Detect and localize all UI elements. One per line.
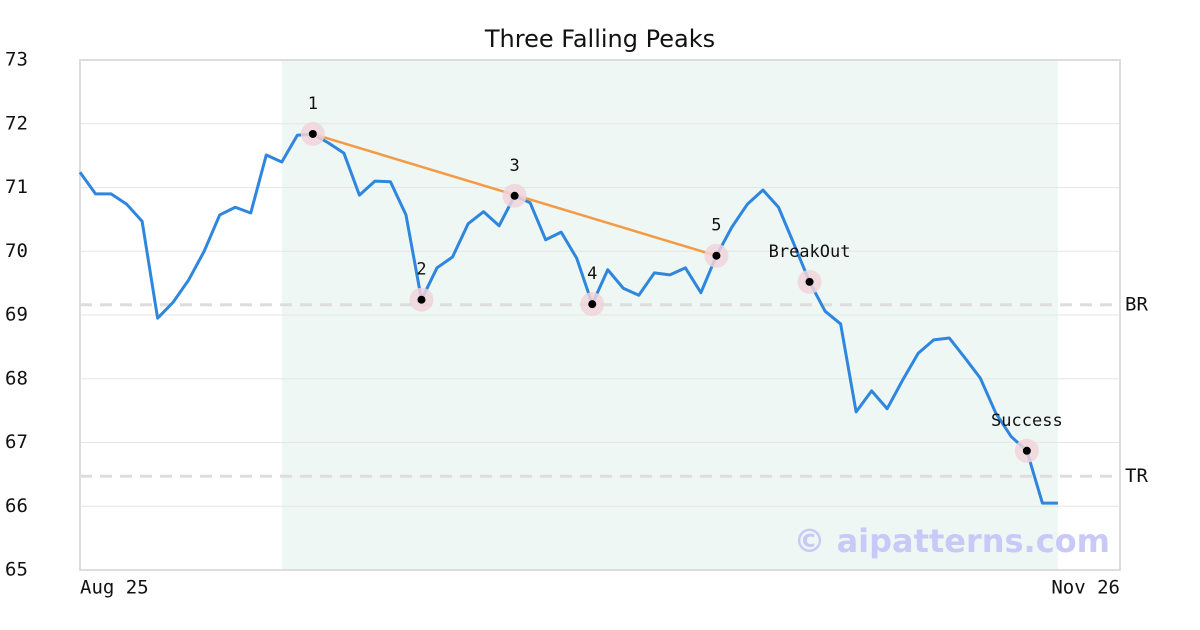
x-tick-label: Nov 26	[1051, 577, 1120, 599]
annotation-dot	[417, 295, 426, 304]
y-tick-label: 73	[5, 49, 28, 71]
annotation-dot	[308, 129, 317, 138]
annotation-label: 5	[711, 216, 721, 236]
x-tick-label: Aug 25	[80, 577, 149, 599]
y-tick-label: 67	[5, 431, 28, 453]
annotation-label: 2	[416, 260, 426, 280]
annotation-label: BreakOut	[769, 242, 851, 262]
annotation-dot	[588, 300, 597, 309]
reference-label: TR	[1125, 465, 1148, 487]
annotation-dot	[510, 191, 519, 200]
y-tick-label: 65	[5, 559, 28, 581]
annotation-dot	[1022, 446, 1031, 455]
y-tick-label: 72	[5, 112, 28, 134]
annotation-dot	[805, 277, 814, 286]
plot-border	[79, 59, 1121, 571]
annotation-label: 4	[587, 264, 597, 284]
annotation-label: 3	[510, 156, 520, 176]
watermark: © aipatterns.com	[793, 522, 1110, 560]
reference-label: BR	[1125, 293, 1148, 315]
y-tick-label: 68	[5, 367, 28, 389]
annotation-dot	[712, 251, 721, 260]
annotation-label: Success	[991, 411, 1063, 431]
price-line	[78, 132, 1058, 505]
y-tick-label: 69	[5, 304, 28, 326]
annotation-label: 1	[308, 94, 318, 114]
y-tick-label: 70	[5, 240, 28, 262]
chart-title: Three Falling Peaks	[484, 25, 715, 53]
y-tick-label: 66	[5, 495, 28, 517]
y-tick-label: 71	[5, 176, 28, 198]
